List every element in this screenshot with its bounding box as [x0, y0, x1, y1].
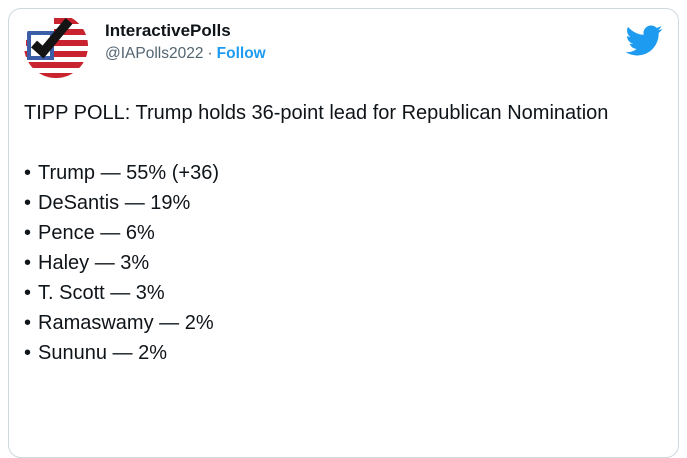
checkmark-icon: [31, 18, 73, 59]
poll-results-list: • Trump — 55% (+36) • DeSantis — 19% • P…: [24, 158, 663, 368]
poll-result-text: Sununu — 2%: [38, 342, 167, 364]
poll-result-item: • T. Scott — 3%: [24, 278, 663, 308]
author-name[interactable]: InteractivePolls: [105, 21, 231, 40]
poll-result-item: • Trump — 55% (+36): [24, 158, 663, 188]
poll-result-text: Ramaswamy — 2%: [38, 312, 214, 334]
poll-result-item: • Haley — 3%: [24, 248, 663, 278]
poll-result-text: Trump — 55% (+36): [38, 162, 219, 184]
bullet: •: [24, 162, 32, 184]
bullet: •: [24, 192, 32, 214]
bullet: •: [24, 222, 32, 244]
poll-result-text: Haley — 3%: [38, 252, 150, 274]
poll-result-text: DeSantis — 19%: [38, 192, 191, 214]
bullet: •: [24, 252, 32, 274]
us-flag-icon: [24, 14, 88, 78]
bullet: •: [24, 342, 32, 364]
poll-result-item: • DeSantis — 19%: [24, 188, 663, 218]
bullet: •: [24, 282, 32, 304]
author-block: InteractivePolls @IAPolls2022 · Follow: [105, 14, 266, 64]
avatar[interactable]: [24, 14, 88, 78]
poll-result-item: • Ramaswamy — 2%: [24, 308, 663, 338]
tweet-text: TIPP POLL: Trump holds 36-point lead for…: [24, 102, 609, 124]
poll-result-text: Pence — 6%: [38, 222, 155, 244]
twitter-logo-icon[interactable]: [624, 21, 663, 60]
tweet-card: InteractivePolls @IAPolls2022 · Follow TIP…: [8, 8, 679, 458]
poll-result-item: • Sununu — 2%: [24, 338, 663, 368]
bullet: •: [24, 312, 32, 334]
follow-button[interactable]: Follow: [216, 45, 266, 62]
handle-row: @IAPolls2022 · Follow: [105, 44, 266, 64]
poll-result-text: T. Scott — 3%: [38, 282, 165, 304]
tweet-header: InteractivePolls @IAPolls2022 · Follow: [24, 14, 663, 78]
author-handle[interactable]: @IAPolls2022: [105, 45, 204, 62]
poll-result-item: • Pence — 6%: [24, 218, 663, 248]
handle-follow-separator: ·: [207, 45, 213, 62]
